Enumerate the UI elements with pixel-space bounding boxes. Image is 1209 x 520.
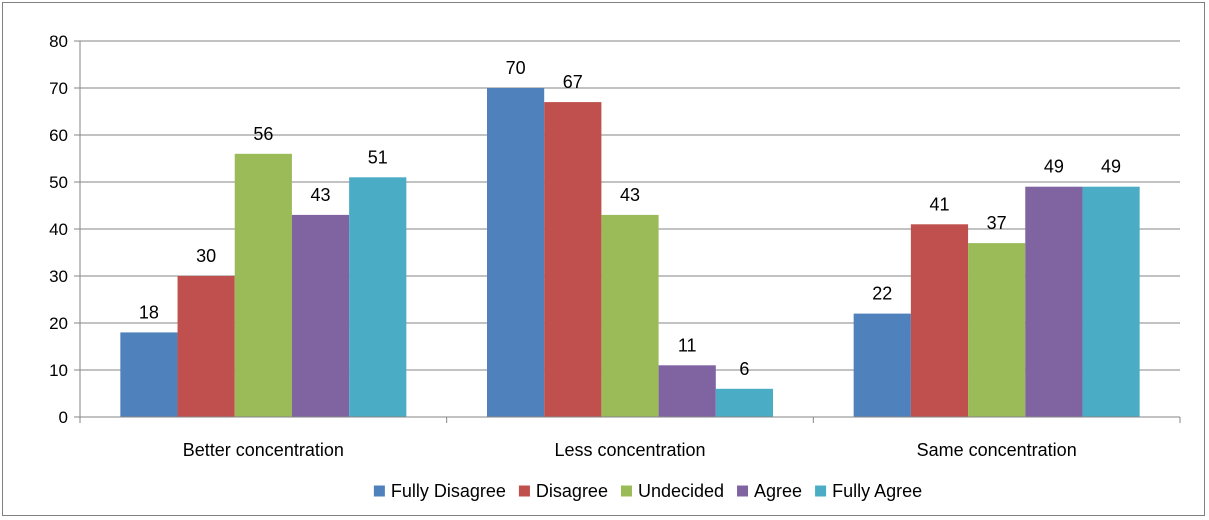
y-tick-label: 20 [49, 314, 68, 333]
data-label: 56 [253, 124, 273, 144]
data-label: 37 [987, 213, 1007, 233]
data-label: 43 [311, 185, 331, 205]
bar [1025, 186, 1083, 417]
data-labels: 18 30 56 43 51 70 67 43 11 6 22 41 37 49 49 [139, 58, 1121, 379]
legend-label: Fully Agree [832, 481, 922, 501]
category-label: Same concentration [917, 440, 1077, 460]
bar [601, 214, 659, 417]
bar [544, 102, 602, 417]
bar [291, 214, 350, 417]
y-tick-label: 10 [49, 361, 68, 380]
bars [120, 88, 1140, 418]
legend-label: Agree [754, 481, 802, 501]
data-label: 30 [196, 246, 216, 266]
legend: Fully Disagree Disagree Undecided Agree Full… [373, 481, 922, 501]
bar [968, 243, 1026, 417]
data-label: 11 [678, 335, 697, 355]
y-tick-label: 70 [49, 79, 68, 98]
bar [349, 177, 407, 417]
legend-swatch [737, 485, 749, 497]
data-label: 22 [872, 284, 892, 304]
y-tick-label: 80 [49, 32, 68, 51]
category-label: Less concentration [554, 440, 705, 460]
y-tick-label: 30 [49, 267, 68, 286]
bar [715, 388, 773, 417]
legend-swatch [815, 485, 827, 497]
legend-label: Fully Disagree [391, 481, 506, 501]
data-label: 51 [368, 147, 388, 167]
bar [177, 276, 235, 417]
bar [120, 332, 178, 417]
bar [234, 153, 292, 418]
y-tick-label: 40 [49, 220, 68, 239]
legend-swatch [518, 485, 530, 497]
category-labels: Better concentration Less concentration Sa… [183, 440, 1077, 460]
data-label: 41 [929, 194, 949, 214]
y-axis-ticks: 0 10 20 30 40 50 60 70 80 [49, 32, 80, 427]
y-tick-label: 0 [59, 408, 68, 427]
legend-label: Disagree [536, 481, 608, 501]
bar [487, 88, 545, 417]
bar [658, 365, 716, 417]
data-label: 49 [1101, 157, 1121, 177]
bar [853, 313, 911, 417]
legend-swatch [373, 485, 385, 497]
bar [1082, 186, 1140, 417]
legend-label: Undecided [638, 481, 724, 501]
y-tick-label: 50 [49, 173, 68, 192]
bar [910, 224, 969, 417]
legend-swatch [620, 485, 632, 497]
data-label: 49 [1044, 157, 1064, 177]
category-label: Better concentration [183, 440, 344, 460]
data-label: 67 [563, 72, 583, 92]
y-tick-label: 60 [49, 126, 68, 145]
data-label: 43 [620, 185, 640, 205]
data-label: 18 [139, 302, 159, 322]
axes [79, 41, 1181, 423]
data-label: 70 [506, 58, 526, 78]
data-label: 6 [739, 359, 749, 379]
